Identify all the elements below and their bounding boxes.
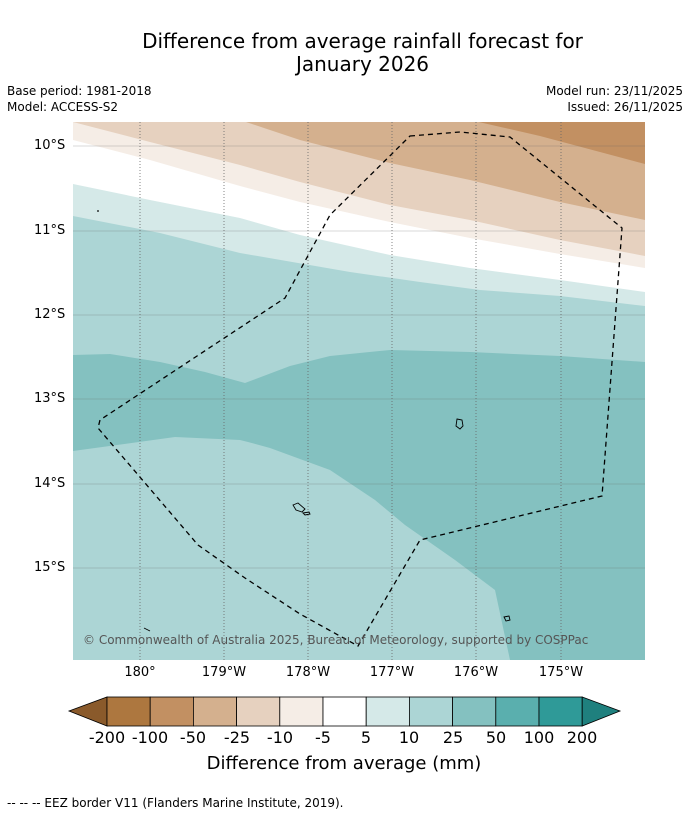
colorbar-bin xyxy=(192,696,237,727)
colorbar-bin xyxy=(279,696,324,727)
band-minus-25-50 xyxy=(246,122,645,220)
lon-label: 180° xyxy=(124,665,156,680)
colorbar-bin xyxy=(322,696,367,727)
colorbar-label: 50 xyxy=(485,728,507,747)
lat-label: 15°S xyxy=(34,560,66,575)
lat-label: 12°S xyxy=(34,307,66,322)
colorbar-bin xyxy=(408,696,453,727)
colorbar-bin xyxy=(236,696,281,727)
colorbar-label: -200 xyxy=(88,728,126,747)
base-period: Base period: 1981-2018 xyxy=(7,84,152,98)
lon-label: 178°W xyxy=(285,665,331,680)
islet-northwest xyxy=(97,210,99,212)
eez-footnote: -- -- -- EEZ border V11 (Flanders Marine… xyxy=(7,796,344,810)
band-25-50 xyxy=(73,350,645,660)
grid xyxy=(73,145,645,569)
issued-date: Issued: 26/11/2025 xyxy=(567,100,683,114)
lon-label: 176°W xyxy=(453,665,499,680)
lat-label: 10°S xyxy=(34,138,66,153)
colorbar-bin xyxy=(452,696,497,727)
colorbar xyxy=(67,696,622,727)
meta-right: Model run: 23/11/2025 Issued: 26/11/2025 xyxy=(546,83,683,115)
colorbar-label: -10 xyxy=(266,728,294,747)
colorbar-label: 100 xyxy=(523,728,555,747)
colorbar-bin xyxy=(149,696,194,727)
lat-label: 11°S xyxy=(34,223,66,238)
rainfall-field xyxy=(73,122,645,660)
colorbar-bin xyxy=(495,696,540,727)
lon-label: 179°W xyxy=(201,665,247,680)
lon-label: 177°W xyxy=(369,665,415,680)
colorbar-title: Difference from average (mm) xyxy=(206,753,482,774)
meta-left: Base period: 1981-2018 Model: ACCESS-S2 xyxy=(7,83,152,115)
lon-label: 175°W xyxy=(538,665,584,680)
model-run: Model run: 23/11/2025 xyxy=(545,84,683,98)
model-name: Model: ACCESS-S2 xyxy=(7,100,119,114)
colorbar-label: 25 xyxy=(442,728,464,747)
lat-label: 14°S xyxy=(34,476,66,491)
islet-central xyxy=(302,511,311,516)
colorbar-label: 200 xyxy=(566,728,598,747)
islet-southwest xyxy=(143,627,151,632)
copyright-notice: © Commonwealth of Australia 2025, Bureau… xyxy=(83,633,589,647)
colorbar-label: -50 xyxy=(179,728,207,747)
island-central xyxy=(292,502,306,513)
colorbar-bin xyxy=(365,696,410,727)
colorbar-label: 5 xyxy=(360,728,372,747)
colorbar-extend-high xyxy=(581,696,622,727)
title-line-2: January 2026 xyxy=(295,52,430,76)
colorbar-label: 10 xyxy=(398,728,420,747)
colorbar-extend-low xyxy=(67,696,108,727)
colorbar-label: -5 xyxy=(315,728,331,747)
colorbar-label: -100 xyxy=(131,728,169,747)
colorbar-bin xyxy=(538,696,583,727)
map-title: Difference from average rainfall forecas… xyxy=(0,30,690,76)
island-east xyxy=(455,418,464,430)
islet-south xyxy=(503,615,511,622)
title-line-1: Difference from average rainfall forecas… xyxy=(142,29,583,53)
band-minus-50-100 xyxy=(478,122,645,164)
colorbar-label: -25 xyxy=(223,728,251,747)
lat-label: 13°S xyxy=(34,391,66,406)
eez-border xyxy=(97,131,623,647)
colorbar-bin xyxy=(106,696,151,727)
